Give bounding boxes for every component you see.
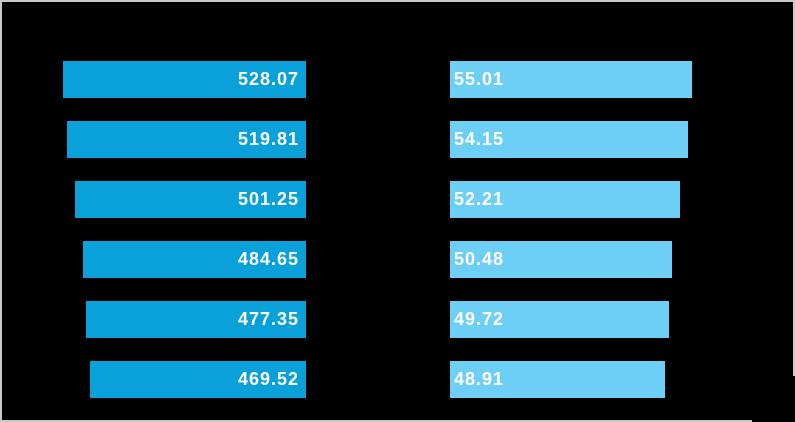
right-panel-series-bar-3: 52.21	[450, 181, 680, 218]
right-panel-series-bar-4: 50.48	[450, 241, 672, 278]
frame-border-left	[0, 0, 2, 422]
right-panel-series-bar-6: 48.91	[450, 361, 665, 398]
left-panel-series-bar-2: 519.81	[67, 121, 306, 158]
bar-value-label: 55.01	[454, 69, 505, 89]
bar-value-label: 484.65	[237, 249, 299, 269]
frame-border-right	[793, 0, 795, 376]
left-panel-series-bar-4: 484.65	[83, 241, 306, 278]
bar-value-label: 50.48	[454, 249, 505, 269]
bar-value-label: 469.52	[237, 369, 299, 389]
right-panel-series-bar-5: 49.72	[450, 301, 669, 338]
bar-value-label: 48.91	[454, 369, 505, 389]
bar-value-label: 528.07	[237, 69, 299, 89]
bar-value-label: 49.72	[454, 309, 505, 329]
bar-value-label: 501.25	[237, 189, 299, 209]
frame-border-top	[0, 0, 795, 2]
left-panel-series-bar-3: 501.25	[75, 181, 306, 218]
left-panel-series-bar-5: 477.35	[86, 301, 306, 338]
bar-value-label: 52.21	[454, 189, 505, 209]
bar-value-label: 477.35	[237, 309, 299, 329]
right-panel-series-bar-1: 55.01	[450, 61, 692, 98]
bar-value-label: 519.81	[237, 129, 299, 149]
left-panel-series-bar-1: 528.07	[63, 61, 306, 98]
left-panel-series-bar-6: 469.52	[90, 361, 306, 398]
bar-value-label: 54.15	[454, 129, 505, 149]
frame-border-bottom	[0, 420, 752, 422]
right-panel-series-bar-2: 54.15	[450, 121, 688, 158]
